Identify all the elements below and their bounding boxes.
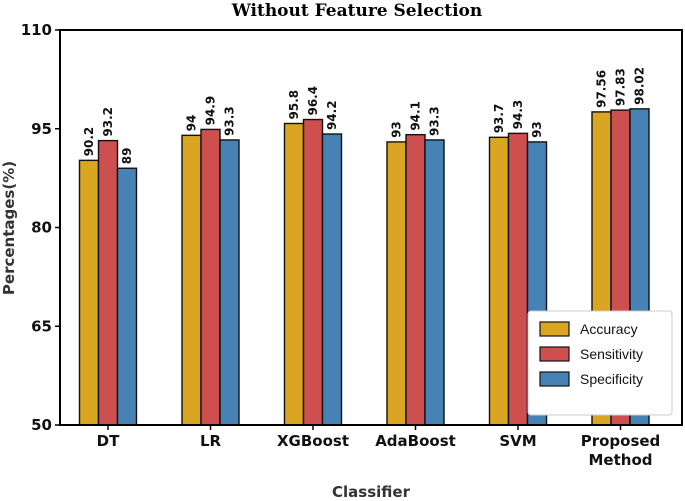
legend-swatch-specificity	[539, 371, 570, 387]
x-tick-label: AdaBoost	[375, 432, 456, 450]
chart-title: Without Feature Selection	[231, 1, 483, 21]
ticks-layer: 50 65 80 95 110 DT LR XGBoost AdaBoost SVM Propose…	[21, 21, 661, 469]
plot-frame	[59, 29, 683, 426]
legend-label-specificity: Specificity	[580, 371, 643, 387]
value-labels-layer: 90.2 93.2 89 94 94.9 93.3 95.8 96.4 94.2 93 94.1 93…	[82, 67, 647, 164]
value-label: 89	[120, 148, 134, 165]
bar-accuracy-5	[488, 136, 510, 426]
bar-specificity-1	[116, 167, 138, 426]
value-label: 90.2	[82, 127, 96, 157]
bar-sensitivity-4	[405, 133, 426, 426]
value-label: 93.2	[101, 107, 115, 137]
bar-specificity-3	[321, 133, 343, 426]
bar-specificity-4	[424, 139, 445, 426]
bar-accuracy-1	[78, 159, 100, 426]
legend-swatch-accuracy	[539, 321, 570, 337]
y-tick-label: 50	[31, 416, 52, 434]
x-tick-label: SVM	[499, 432, 536, 450]
value-label: 98.02	[633, 67, 647, 105]
x-tick-label: DT	[97, 432, 120, 450]
x-tick-label: XGBoost	[277, 432, 349, 450]
value-label: 93	[390, 121, 404, 138]
value-label: 94.3	[511, 100, 525, 130]
value-label: 94.1	[409, 101, 423, 131]
x-axis-label: Classifier	[332, 483, 411, 501]
y-tick-label: 65	[31, 317, 52, 335]
value-label: 94.9	[204, 96, 218, 126]
value-label: 97.56	[595, 70, 609, 108]
y-axis-label: Percentages(%)	[0, 161, 18, 295]
bar-accuracy-3	[283, 122, 305, 426]
value-label: 93	[530, 121, 544, 138]
legend: Accuracy Sensitivity Specificity	[527, 310, 673, 416]
bars-layer	[78, 108, 650, 426]
bar-accuracy-2	[181, 134, 202, 426]
bar-sensitivity-2	[200, 128, 221, 426]
value-label: 93.7	[492, 104, 506, 134]
value-label: 94	[185, 115, 199, 132]
value-label: 93.3	[223, 106, 237, 136]
bar-specificity-2	[219, 139, 240, 426]
value-label: 96.4	[306, 86, 320, 116]
legend-label-accuracy: Accuracy	[580, 321, 638, 337]
x-tick-label: Proposed Method	[581, 432, 661, 469]
legend-box	[527, 310, 673, 416]
legend-label-sensitivity: Sensitivity	[580, 346, 643, 362]
legend-swatch-sensitivity	[539, 346, 570, 362]
value-label: 93.3	[428, 106, 442, 136]
y-tick-label: 110	[21, 21, 52, 39]
value-label: 97.83	[614, 68, 628, 106]
x-tick-label: LR	[200, 432, 222, 450]
bar-accuracy-4	[386, 141, 407, 426]
value-label: 95.8	[287, 90, 301, 120]
bar-sensitivity-3	[302, 118, 324, 426]
y-tick-label: 95	[31, 120, 52, 138]
bar-sensitivity-5	[507, 132, 529, 426]
y-tick-label: 80	[31, 219, 52, 237]
bar-sensitivity-1	[97, 139, 119, 426]
value-label: 94.2	[325, 100, 339, 130]
